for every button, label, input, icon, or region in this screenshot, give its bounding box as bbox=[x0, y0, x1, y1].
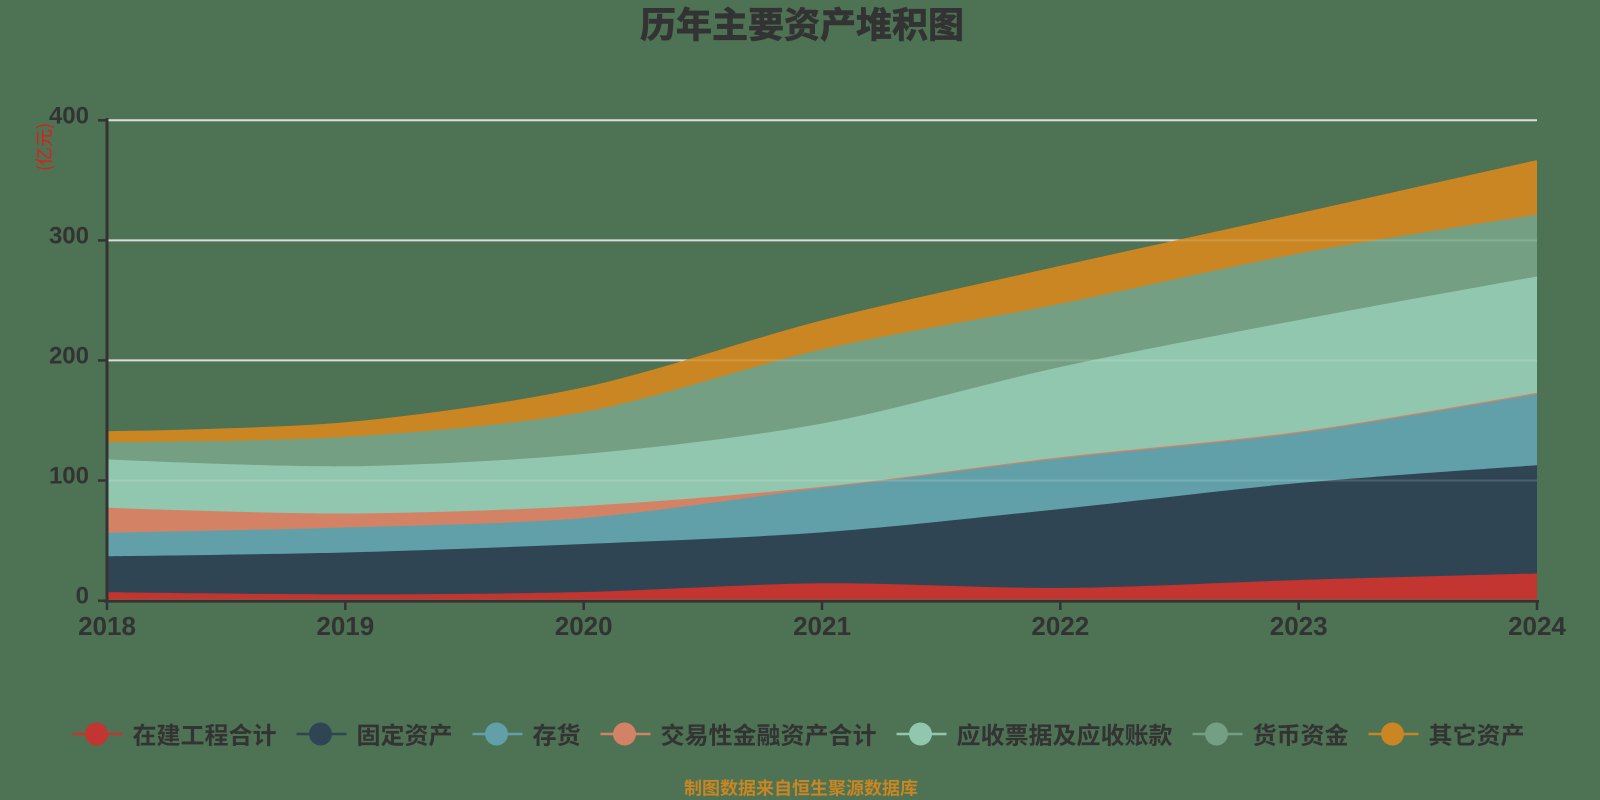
svg-text:2018: 2018 bbox=[78, 611, 136, 641]
svg-text:2019: 2019 bbox=[316, 611, 374, 641]
svg-text:2021: 2021 bbox=[793, 611, 851, 641]
svg-text:2020: 2020 bbox=[555, 611, 613, 641]
svg-text:2022: 2022 bbox=[1031, 611, 1089, 641]
svg-text:0: 0 bbox=[76, 583, 89, 610]
svg-text:200: 200 bbox=[49, 342, 89, 369]
svg-text:2023: 2023 bbox=[1270, 611, 1328, 641]
svg-text:300: 300 bbox=[49, 222, 89, 249]
svg-text:2024: 2024 bbox=[1508, 611, 1566, 641]
svg-text:400: 400 bbox=[49, 102, 89, 129]
svg-text:100: 100 bbox=[49, 463, 89, 490]
